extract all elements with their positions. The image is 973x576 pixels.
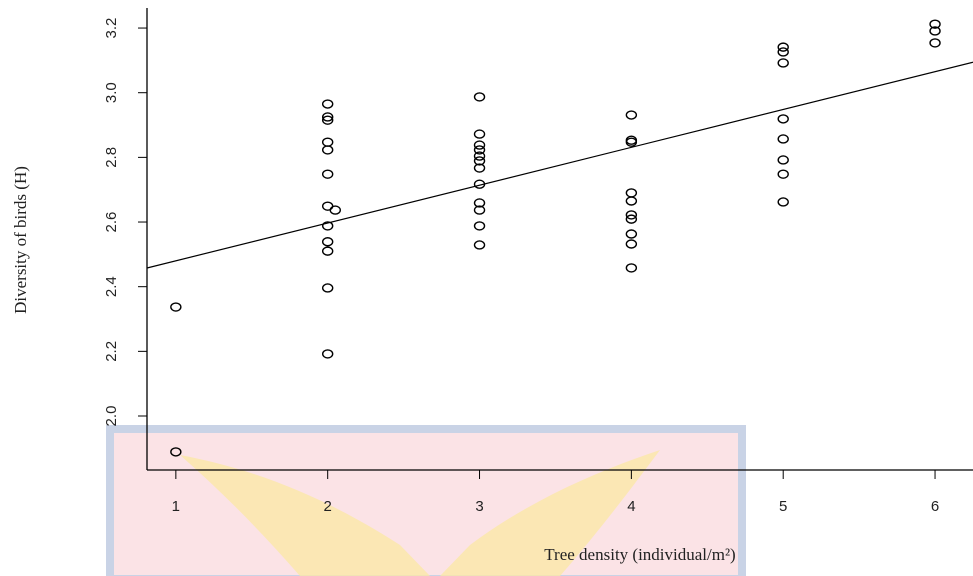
data-point — [777, 114, 789, 124]
data-point — [473, 92, 486, 102]
data-point — [625, 137, 638, 147]
data-point — [625, 110, 638, 120]
data-point — [625, 210, 638, 220]
y-tick-label: 3.2 — [103, 18, 120, 39]
x-tick-label: 6 — [931, 498, 939, 515]
data-point — [473, 140, 486, 150]
data-point — [473, 129, 486, 139]
data-point — [625, 229, 638, 239]
data-point — [170, 447, 182, 457]
y-tick-label: 2.2 — [103, 341, 120, 362]
x-tick-label: 2 — [324, 498, 332, 515]
regression-line — [146, 61, 973, 269]
data-point — [625, 214, 638, 224]
data-point — [625, 188, 638, 198]
y-tick-label: 2.4 — [103, 276, 120, 297]
data-point — [321, 99, 334, 109]
data-point — [777, 197, 789, 207]
watermark-wing — [440, 450, 660, 576]
data-point — [321, 283, 334, 293]
data-point — [777, 42, 789, 52]
data-point — [929, 19, 941, 29]
data-point — [625, 263, 638, 273]
x-tick-label: 1 — [172, 498, 180, 515]
data-point — [625, 196, 638, 206]
data-point — [777, 155, 789, 165]
data-point — [777, 169, 789, 179]
data-point — [473, 145, 486, 155]
data-point — [625, 135, 638, 145]
x-tick-label: 5 — [779, 498, 787, 515]
x-tick-label: 3 — [475, 498, 483, 515]
x-axis-label: Tree density (individual/m²) — [544, 545, 735, 564]
data-point — [321, 221, 334, 231]
data-point — [321, 246, 334, 256]
data-point — [777, 47, 789, 57]
data-point — [321, 115, 334, 125]
y-tick-label: 3.0 — [103, 82, 120, 103]
data-point — [473, 198, 486, 208]
data-point — [929, 38, 941, 48]
data-point — [473, 163, 486, 173]
watermark-frame — [106, 425, 746, 576]
data-point — [321, 145, 334, 155]
y-axis-label: Diversity of birds (H) — [11, 166, 30, 314]
data-point — [625, 239, 638, 249]
x-tick-label: 4 — [627, 498, 635, 515]
data-point — [473, 205, 486, 215]
data-point — [321, 137, 334, 147]
data-point — [473, 240, 486, 250]
data-point — [929, 26, 941, 36]
data-point — [777, 58, 789, 68]
y-tick-label: 2.8 — [103, 147, 120, 168]
data-point — [170, 302, 182, 312]
data-point — [321, 237, 334, 247]
data-point — [321, 112, 334, 122]
data-point — [321, 201, 334, 211]
data-point — [329, 205, 341, 215]
data-point — [473, 156, 486, 166]
watermark-wing — [180, 455, 430, 576]
y-tick-label: 2.6 — [103, 212, 120, 233]
data-point — [473, 179, 486, 189]
y-tick-label: 2.0 — [103, 406, 120, 427]
data-point — [321, 349, 334, 359]
data-point — [321, 169, 334, 179]
data-point — [777, 134, 789, 144]
data-point — [473, 221, 486, 231]
data-point — [473, 151, 486, 161]
watermark — [106, 425, 746, 576]
